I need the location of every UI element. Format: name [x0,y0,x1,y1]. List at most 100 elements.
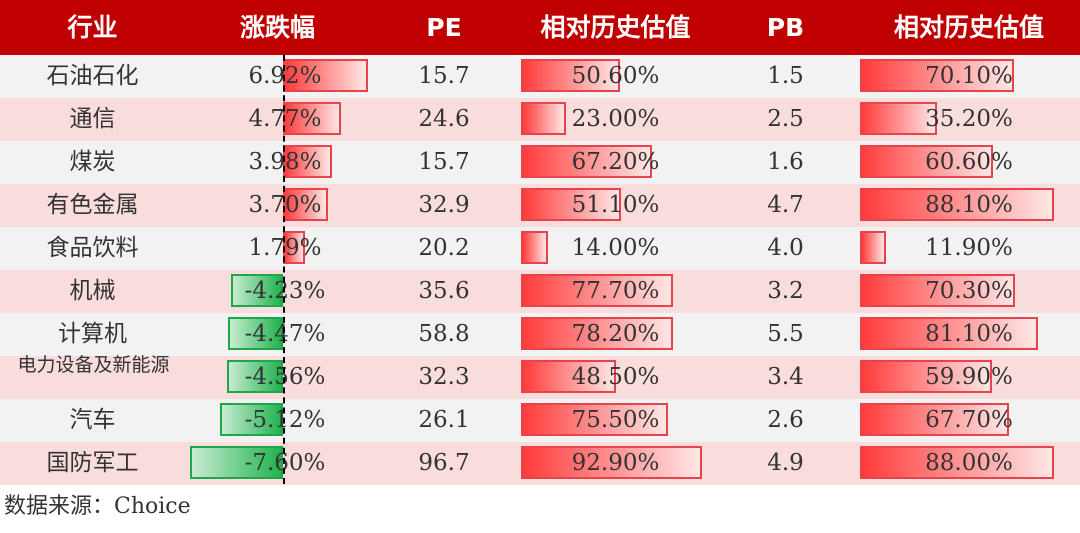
header-pe-relative: 相对历史估值 [540,13,691,42]
table-row: 电力设备及新能源 -4.56% 32.3 48.50% 3.4 59.90% [0,354,1080,399]
industry-name: 煤炭 [69,149,116,175]
change-value: -7.60% [244,450,326,476]
pb-relative-bar [860,274,1015,307]
pb-value: 4.0 [767,235,804,261]
pe-relative-value: 48.50% [571,364,660,390]
table-header: 行业 涨跌幅 PE 相对历史估值 PB 相对历史估值 [0,0,1080,55]
pe-relative-value: 75.50% [571,407,660,433]
table-row: 机械 -4.23% 35.6 77.70% 3.2 70.30% [0,270,1080,313]
change-value: 4.77% [248,106,322,132]
zero-axis-line [283,55,285,484]
pb-value: 5.5 [767,321,804,347]
pe-relative-bar [521,59,620,92]
pb-value: 4.7 [767,192,804,218]
change-value: 3.70% [248,192,322,218]
pb-value: 2.6 [767,407,804,433]
header-pb-relative: 相对历史估值 [893,13,1044,42]
pb-relative-bar [860,145,994,178]
pe-relative-bar [521,360,616,393]
header-pe: PE [426,13,462,42]
pb-relative-value: 35.20% [925,106,1013,132]
pe-relative-value: 51.10% [571,192,660,218]
pe-relative-value: 67.20% [571,149,660,175]
industry-name: 电力设备及新能源 [17,354,170,376]
pb-relative-bar [860,446,1054,479]
pe-relative-value: 77.70% [571,278,660,304]
pe-relative-value: 92.90% [571,450,660,476]
pb-relative-value: 70.10% [925,63,1013,89]
pe-value: 96.7 [418,450,470,476]
pb-value: 3.2 [767,278,804,304]
pe-value: 20.2 [418,235,470,261]
pe-relative-bar [521,274,673,307]
table-row: 汽车 -5.12% 26.1 75.50% 2.6 67.70% [0,399,1080,442]
pb-value: 1.6 [767,149,804,175]
pe-value: 15.7 [418,63,470,89]
pb-relative-value: 59.90% [925,364,1013,390]
change-bar [283,59,368,92]
table-row: 通信 4.77% 24.6 23.00% 2.5 35.20% [0,98,1080,141]
industry-name: 石油石化 [46,63,139,89]
pb-value: 1.5 [767,63,804,89]
pe-value: 58.8 [418,321,470,347]
change-value: 1.79% [248,235,322,261]
pe-value: 15.7 [418,149,470,175]
pb-relative-value: 81.10% [925,321,1013,347]
pe-relative-value: 78.20% [571,321,660,347]
header-industry: 行业 [67,13,118,42]
pb-value: 4.9 [767,450,804,476]
change-bar [283,188,329,221]
source-note: 数据来源：Choice [4,494,191,519]
table-row: 有色金属 3.70% 32.9 51.10% 4.7 88.10% [0,184,1080,227]
table-row: 煤炭 3.98% 15.7 67.20% 1.6 60.60% [0,141,1080,184]
change-bar [189,446,283,479]
industry-name: 计算机 [58,321,127,347]
change-value: -5.12% [244,407,326,433]
header-pb: PB [766,13,805,42]
pb-relative-bar [860,231,887,264]
pb-relative-bar [860,317,1039,350]
pe-value: 32.3 [418,364,470,390]
change-bar [283,145,332,178]
change-value: -4.56% [244,364,326,390]
pb-relative-bar [860,102,938,135]
change-bar [228,317,283,350]
pb-relative-bar [860,403,1009,436]
pb-relative-value: 67.70% [925,407,1013,433]
change-value: 3.98% [248,149,322,175]
change-bar [227,360,283,393]
change-bar [231,274,283,307]
pe-value: 32.9 [418,192,470,218]
pb-relative-bar [860,59,1015,92]
table-row: 计算机 -4.47% 58.8 78.20% 5.5 81.10% [0,313,1080,356]
industry-name: 食品饮料 [46,235,139,261]
pe-relative-bar [521,231,549,264]
pe-relative-bar [521,446,703,479]
pb-value: 2.5 [767,106,804,132]
pb-relative-bar [860,360,992,393]
industry-name: 汽车 [69,407,116,433]
pb-relative-value: 88.10% [925,192,1013,218]
industry-name: 通信 [69,106,116,132]
industry-name: 国防军工 [46,450,139,476]
pe-relative-value: 14.00% [571,235,660,261]
change-value: -4.47% [244,321,326,347]
industry-name: 有色金属 [46,192,139,218]
pb-relative-value: 70.30% [925,278,1013,304]
pb-relative-value: 60.60% [925,149,1013,175]
pe-relative-bar [521,317,674,350]
pe-relative-bar [521,188,621,221]
header-change: 涨跌幅 [239,13,315,42]
industry-name: 机械 [69,278,116,304]
pe-value: 26.1 [418,407,470,433]
pe-relative-value: 23.00% [571,106,660,132]
table-row: 石油石化 6.92% 15.7 50.60% 1.5 70.10% [0,55,1080,98]
change-value: 6.92% [248,63,322,89]
pe-value: 35.6 [418,278,470,304]
table-row: 国防军工 -7.60% 96.7 92.90% 4.9 88.00% [0,442,1080,485]
pe-relative-value: 50.60% [571,63,660,89]
change-bar [220,403,283,436]
change-value: -4.23% [244,278,326,304]
valuation-table: 行业 涨跌幅 PE 相对历史估值 PB 相对历史估值 石油石化 6.92% 15.7… [0,0,1080,485]
pe-value: 24.6 [418,106,470,132]
